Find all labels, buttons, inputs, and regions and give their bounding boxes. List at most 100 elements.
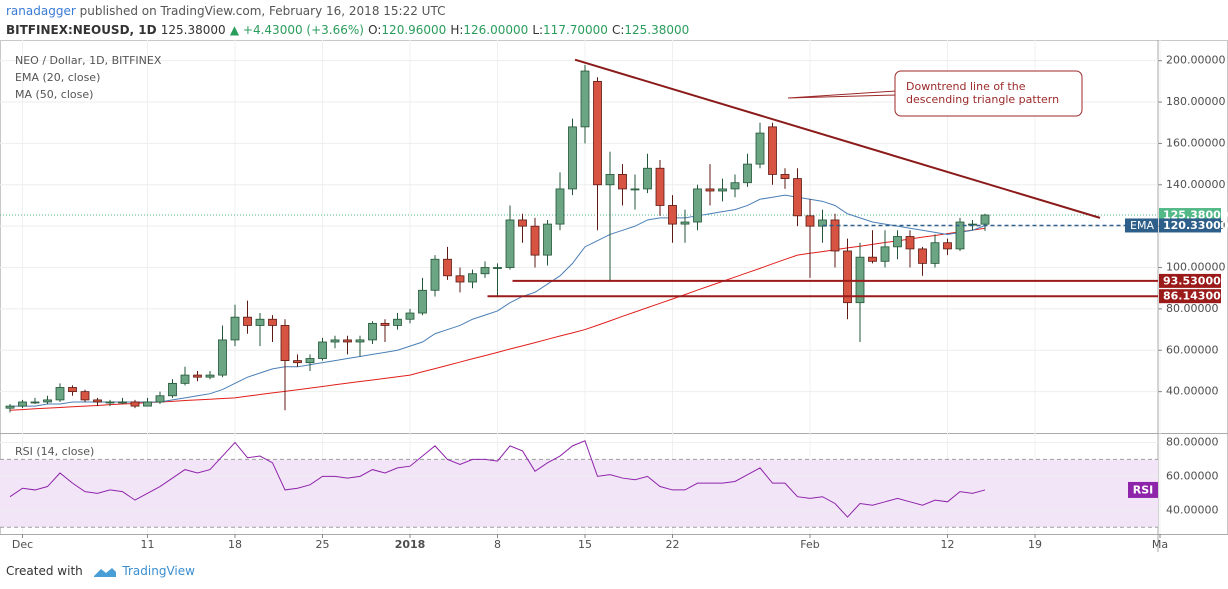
candle-body xyxy=(293,360,302,364)
legend-entry: MA (50, close) xyxy=(15,88,93,101)
candle-body xyxy=(118,401,127,404)
x-tick-label: 25 xyxy=(316,538,330,551)
candle-body xyxy=(655,167,665,206)
rsi-tag xyxy=(1128,481,1158,498)
candle-body xyxy=(55,387,65,401)
candle-body xyxy=(43,399,52,403)
candle-body xyxy=(5,405,15,409)
candle-body xyxy=(630,188,640,191)
rsi-tick-label: 80.00000 xyxy=(1166,435,1219,448)
candle-body xyxy=(568,126,577,190)
price-tag xyxy=(1159,273,1221,288)
series-tag xyxy=(1125,218,1158,233)
candle-body xyxy=(468,273,477,283)
candle-body xyxy=(743,163,752,184)
rsi-band xyxy=(0,459,1158,528)
price-tag-label: 125.38000 xyxy=(1163,209,1228,222)
candle-body xyxy=(605,174,615,186)
candle-body xyxy=(305,358,315,364)
candle-body xyxy=(793,178,802,217)
x-tick-label: 2018 xyxy=(395,538,426,551)
candle-body xyxy=(355,339,365,343)
candle-body xyxy=(105,401,115,404)
y-tick-label: 180.00000 xyxy=(1166,95,1226,108)
ema-line xyxy=(10,194,986,407)
candle-body xyxy=(718,188,727,192)
candle-body xyxy=(693,188,702,223)
candle-body xyxy=(155,395,165,403)
candle-body xyxy=(880,246,890,262)
publisher[interactable]: ranadagger xyxy=(6,4,76,18)
candle-body xyxy=(480,267,490,275)
ohlc-key: H: xyxy=(450,23,464,37)
candle-body xyxy=(768,126,777,175)
callout-pointer xyxy=(787,90,897,99)
candle-body xyxy=(918,248,927,264)
ohlc: O:120.96000 H:126.00000 L:117.70000 C:125.3… xyxy=(368,23,693,37)
publish-line: ranadagger published on TradingView.com,… xyxy=(6,4,445,18)
candle-body xyxy=(68,387,77,393)
chart: Dec 11 18 25 2018 8 15 22 Feb 12 19 Ma 40.00000 60.00… xyxy=(0,40,1228,552)
candle-body xyxy=(243,316,252,326)
symbol: BITFINEX:NEOUSD, 1D xyxy=(6,23,157,37)
x-tick-label: 18 xyxy=(228,538,242,551)
candle-body xyxy=(580,70,590,128)
annotation-text: descending triangle pattern xyxy=(906,93,1059,106)
annotation-box xyxy=(894,70,1083,117)
candle-body xyxy=(380,322,390,326)
ohlc-value: 126.00000 xyxy=(463,23,529,37)
ohlc-value: 125.38000 xyxy=(624,23,690,37)
candle-body xyxy=(755,132,765,165)
logo xyxy=(93,567,116,577)
candle-body xyxy=(843,250,852,304)
candle-body xyxy=(805,215,815,227)
candle-body xyxy=(668,205,677,225)
candle-body xyxy=(230,316,240,341)
x-tick-label: 19 xyxy=(1028,538,1042,551)
candle-body xyxy=(893,236,902,248)
brand[interactable]: TradingView xyxy=(122,564,195,578)
change: ▲ +4.43000 (+3.66%) xyxy=(229,23,364,37)
x-tick-label: 8 xyxy=(494,538,501,551)
candle-body xyxy=(168,382,177,397)
y-tick-label: 60.00000 xyxy=(1166,343,1219,356)
rsi-legend: RSI (14, close) xyxy=(15,445,94,458)
x-tick-label: Dec xyxy=(12,538,33,551)
candle-body xyxy=(193,374,202,378)
rsi-tag-label: RSI xyxy=(1133,483,1154,496)
rsi-tick-label: 60.00000 xyxy=(1166,469,1219,482)
candle-body xyxy=(268,318,277,326)
candle-body xyxy=(493,267,502,269)
candle-body xyxy=(343,339,352,343)
candle-body xyxy=(393,318,402,326)
candle-body xyxy=(555,188,565,225)
x-tick-label: 22 xyxy=(666,538,680,551)
rsi-tick-label: 40.00000 xyxy=(1166,503,1219,516)
ohlc-key: L: xyxy=(532,23,544,37)
candle-body xyxy=(205,374,215,378)
candle-body xyxy=(180,374,190,384)
x-tick-label: Feb xyxy=(800,538,819,551)
candle-body xyxy=(318,341,327,359)
candle-body xyxy=(255,318,265,326)
candle-body xyxy=(443,258,452,277)
x-tick-label: 15 xyxy=(578,538,592,551)
symbol-line: BITFINEX:NEOUSD, 1D 125.38000 ▲ +4.43000… xyxy=(6,23,693,37)
y-tick-label: 200.00000 xyxy=(1166,54,1226,67)
candle-body xyxy=(680,221,690,225)
candle-body xyxy=(955,221,965,250)
x-tick-label: 12 xyxy=(941,538,955,551)
ma-line xyxy=(9,227,986,411)
candle-body xyxy=(730,182,740,190)
x-tick-label: Ma xyxy=(1152,538,1168,551)
price-tag xyxy=(1159,218,1221,233)
candle-body xyxy=(368,322,377,341)
ohlc-key: O: xyxy=(368,23,382,37)
legend-entry: EMA (20, close) xyxy=(15,71,100,84)
legend-entry: NEO / Dollar, 1D, BITFINEX xyxy=(15,54,162,67)
candle-body xyxy=(405,312,415,320)
candle-body xyxy=(430,258,440,291)
trendline xyxy=(574,58,1101,219)
candle-body xyxy=(618,174,627,190)
